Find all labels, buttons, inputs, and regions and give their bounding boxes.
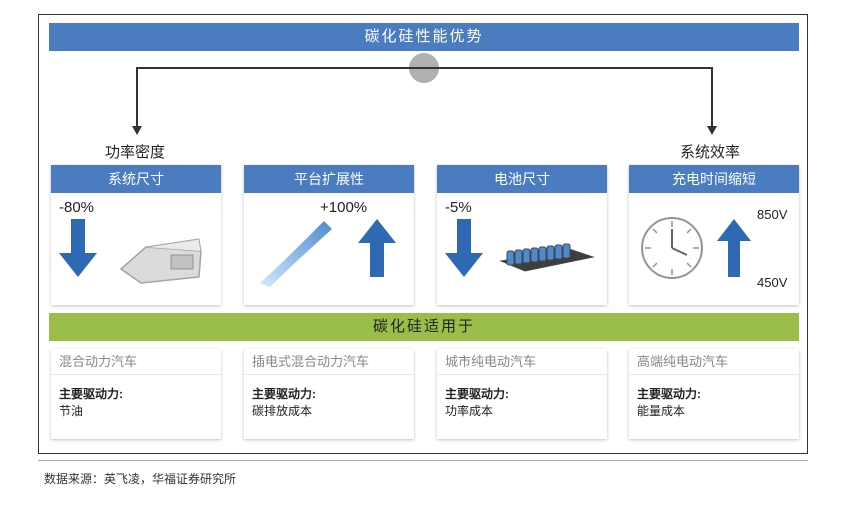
driver-value: 节油 bbox=[59, 402, 213, 419]
app-title: 高端纯电动汽车 bbox=[629, 349, 799, 375]
source-label: 数据来源：英飞凌，华福证券研究所 bbox=[44, 470, 236, 487]
diagram-frame: 碳化硅性能优势 功率密度 系统效率 系统尺寸 -80% 平台扩展性 + bbox=[38, 14, 808, 454]
arrow-down-icon bbox=[59, 219, 97, 277]
battery-pack-icon bbox=[495, 227, 599, 289]
driver-label: 主要驱动力: bbox=[445, 385, 599, 402]
app-driver: 主要驱动力: 能量成本 bbox=[629, 375, 799, 419]
app-driver: 主要驱动力: 碳排放成本 bbox=[244, 375, 414, 419]
driver-label: 主要驱动力: bbox=[59, 385, 213, 402]
connector-arrow-right bbox=[707, 126, 717, 135]
arrow-up-icon bbox=[358, 219, 396, 277]
card-header: 系统尺寸 bbox=[51, 165, 221, 193]
green-bar: 碳化硅适用于 bbox=[49, 313, 799, 341]
app-card-hev: 混合动力汽车 主要驱动力: 节油 bbox=[51, 349, 221, 439]
title-bar: 碳化硅性能优势 bbox=[49, 23, 799, 51]
card-header: 电池尺寸 bbox=[437, 165, 607, 193]
driver-value: 功率成本 bbox=[445, 402, 599, 419]
voltage-top: 850V bbox=[757, 207, 787, 222]
app-driver: 主要驱动力: 功率成本 bbox=[437, 375, 607, 419]
app-title: 插电式混合动力汽车 bbox=[244, 349, 414, 375]
section-label-left: 功率密度 bbox=[105, 141, 165, 162]
clock-icon bbox=[639, 215, 705, 281]
card-charging-time: 充电时间缩短 850 bbox=[629, 165, 799, 305]
app-driver: 主要驱动力: 节油 bbox=[51, 375, 221, 419]
card-header: 充电时间缩短 bbox=[629, 165, 799, 193]
connector-vline-left bbox=[136, 67, 138, 127]
app-card-phev: 插电式混合动力汽车 主要驱动力: 碳排放成本 bbox=[244, 349, 414, 439]
swoosh-icon bbox=[254, 211, 340, 291]
driver-value: 能量成本 bbox=[637, 402, 791, 419]
driver-label: 主要驱动力: bbox=[637, 385, 791, 402]
card-header: 平台扩展性 bbox=[244, 165, 414, 193]
voltage-bottom: 450V bbox=[757, 275, 787, 290]
arrow-up-icon bbox=[717, 219, 751, 277]
card-platform-scalability: 平台扩展性 +100% bbox=[244, 165, 414, 305]
card-value: -80% bbox=[59, 199, 94, 216]
power-module-icon bbox=[111, 229, 211, 291]
app-card-premium-ev: 高端纯电动汽车 主要驱动力: 能量成本 bbox=[629, 349, 799, 439]
card-value: -5% bbox=[445, 199, 472, 216]
app-title: 城市纯电动汽车 bbox=[437, 349, 607, 375]
driver-value: 碳排放成本 bbox=[252, 402, 406, 419]
connector-arrow-left bbox=[132, 126, 142, 135]
card-system-size: 系统尺寸 -80% bbox=[51, 165, 221, 305]
section-label-right: 系统效率 bbox=[680, 141, 740, 162]
arrow-down-icon bbox=[445, 219, 483, 277]
app-title: 混合动力汽车 bbox=[51, 349, 221, 375]
connector-hline bbox=[136, 67, 712, 69]
bottom-divider bbox=[38, 460, 808, 461]
driver-label: 主要驱动力: bbox=[252, 385, 406, 402]
card-battery-size: 电池尺寸 -5% bbox=[437, 165, 607, 305]
app-card-city-ev: 城市纯电动汽车 主要驱动力: 功率成本 bbox=[437, 349, 607, 439]
connector-vline-right bbox=[711, 67, 713, 127]
